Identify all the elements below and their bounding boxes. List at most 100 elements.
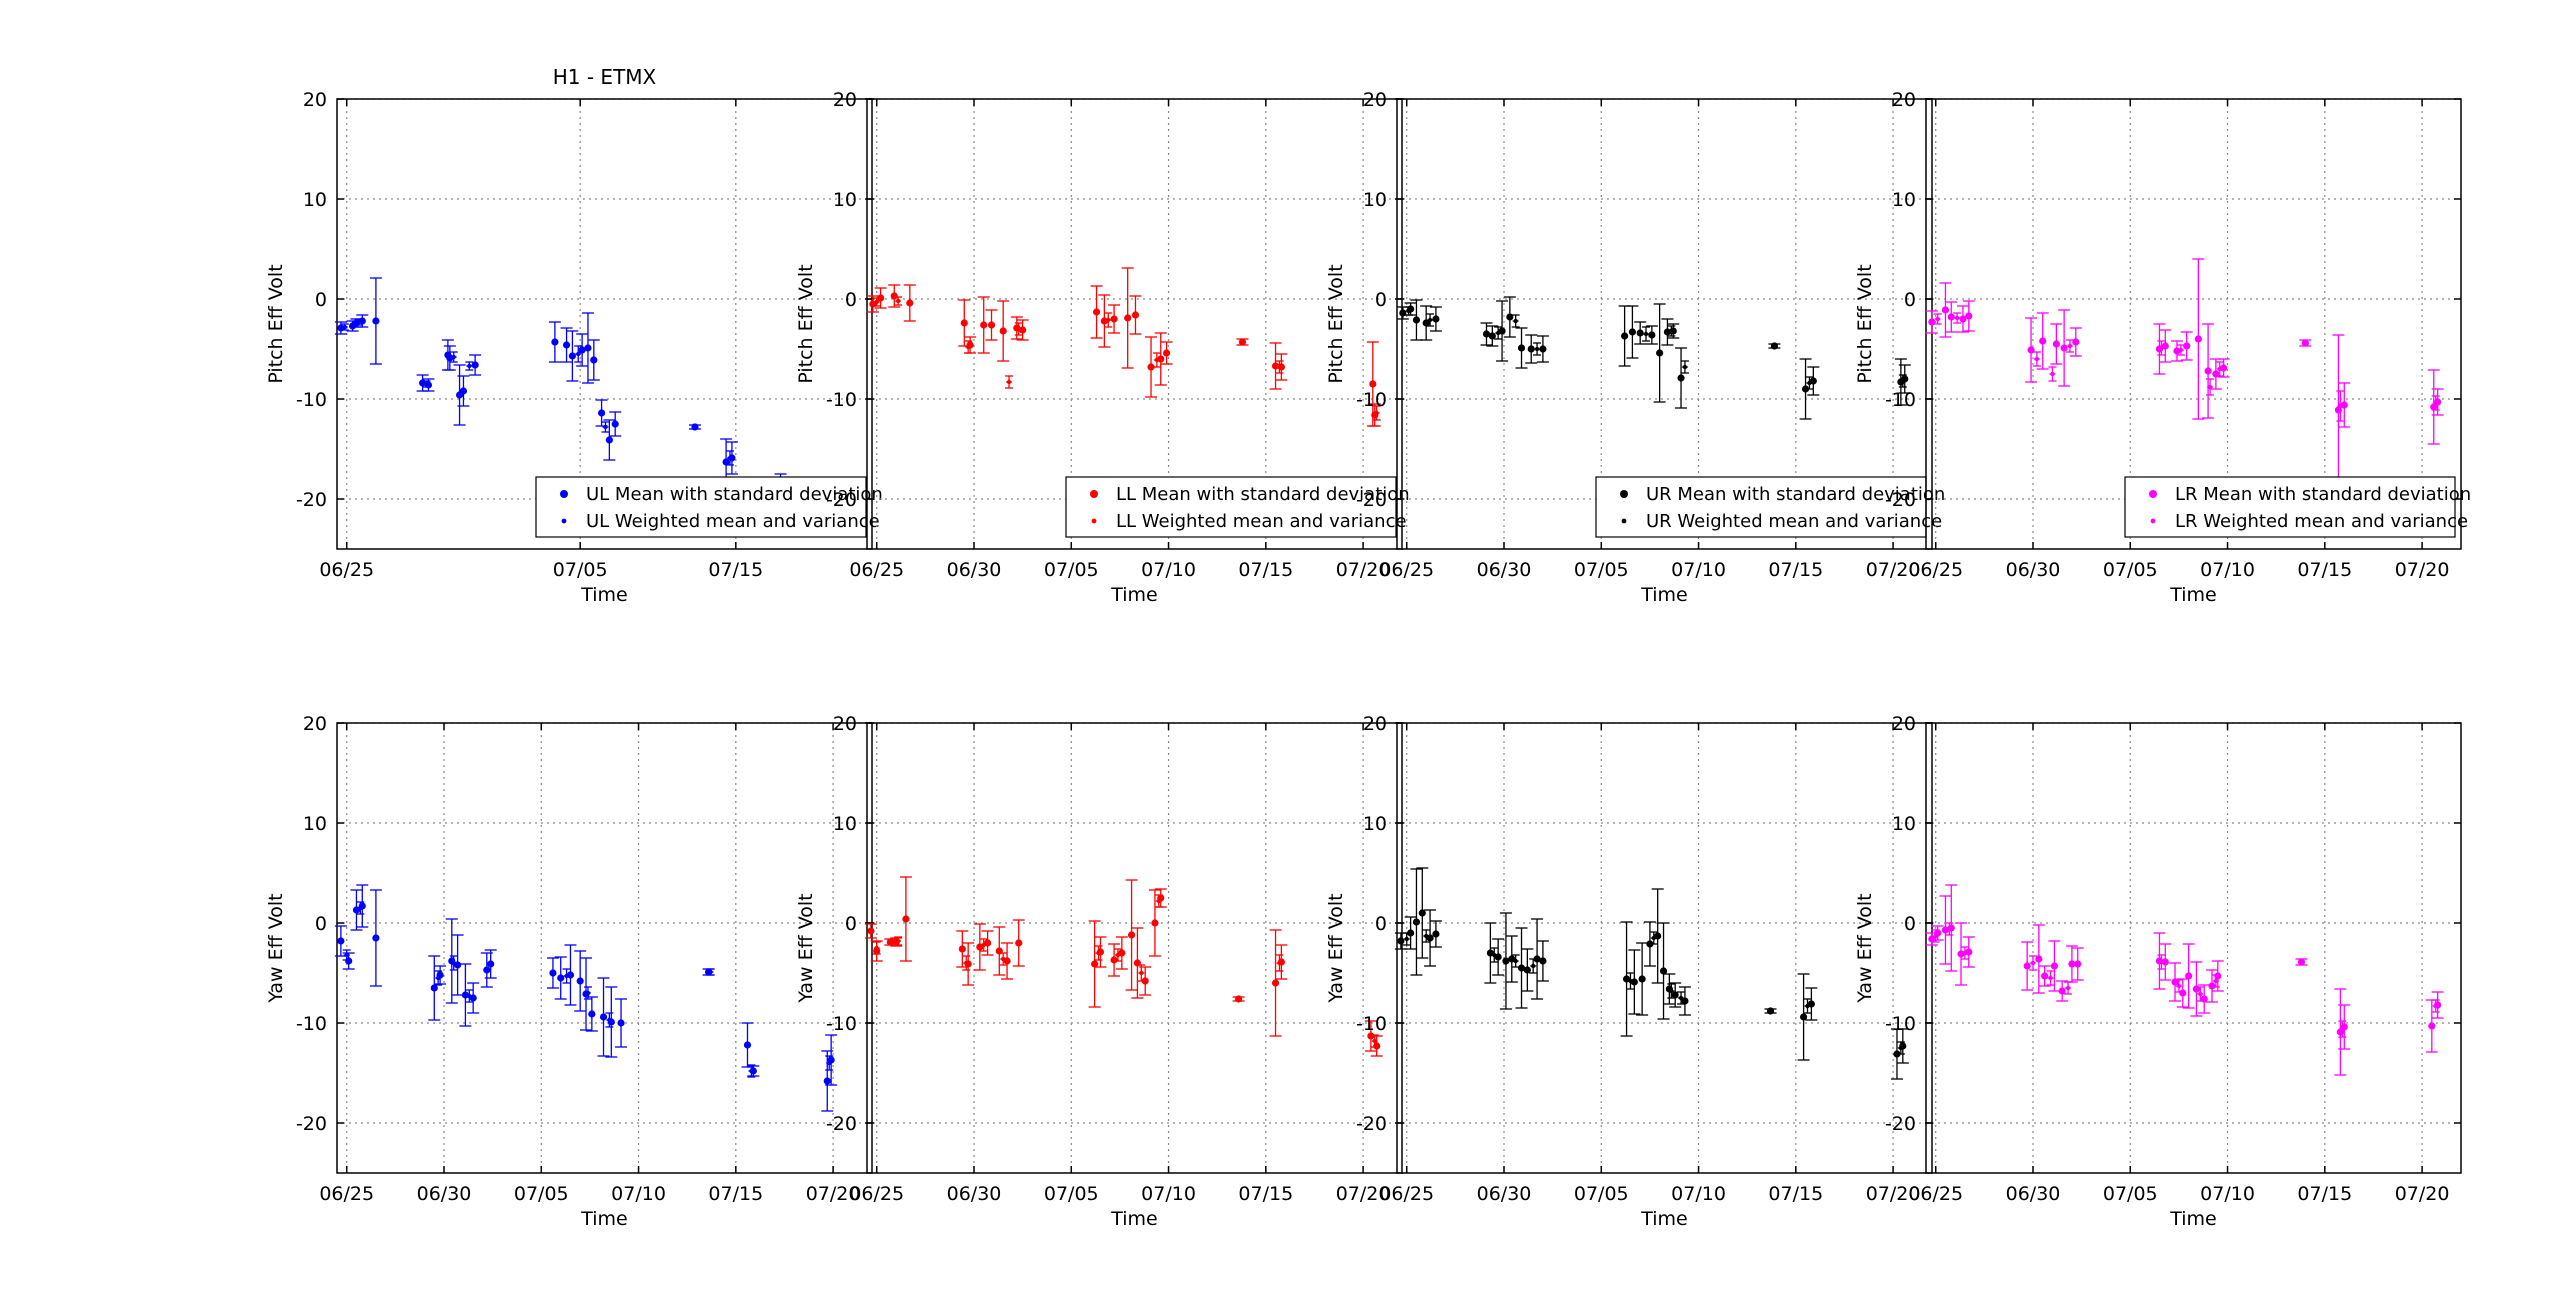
data-point-mean (1506, 313, 1514, 321)
data-point-mean (551, 338, 559, 346)
x-axis-label: Time (580, 1208, 628, 1230)
y-axis-label: Yaw Eff Volt (1854, 893, 1876, 1003)
x-tick-label: 07/20 (1866, 1183, 1921, 1205)
y-tick-label: 0 (1375, 289, 1387, 311)
legend-label: UR Weighted mean and variance (1646, 511, 1942, 532)
data-point-mean (2035, 955, 2043, 963)
data-point-mean (2220, 364, 2228, 372)
legend-marker-weighted (2150, 518, 2156, 524)
y-tick-label: 20 (1892, 713, 1916, 735)
axes-box (1396, 722, 1933, 1174)
y-tick-label: -10 (826, 1013, 857, 1035)
data-point-mean (1488, 332, 1496, 340)
data-point-mean (958, 945, 966, 953)
y-tick-label: 0 (1904, 289, 1916, 311)
y-tick-label: 10 (1892, 813, 1916, 835)
data-point-mean (430, 984, 438, 992)
data-point-mean (1539, 345, 1547, 353)
legend-marker-weighted (1091, 518, 1097, 524)
data-point-mean (1397, 937, 1405, 945)
y-tick-label: -20 (1885, 1113, 1916, 1135)
x-tick-label: 07/15 (2297, 1183, 2352, 1205)
data-point-mean (1482, 330, 1491, 338)
series-mean (1394, 867, 1909, 1080)
data-point-mean (1517, 344, 1526, 352)
axes-box (336, 98, 873, 550)
legend-box (1595, 476, 1927, 538)
data-point-mean (1092, 308, 1101, 316)
x-tick-label: 06/25 (849, 1183, 904, 1205)
axes-box (1925, 98, 2462, 550)
data-point-mean (960, 319, 968, 327)
y-tick-label: -20 (296, 1113, 327, 1135)
data-point-mean (1502, 957, 1510, 965)
data-point-mean (1432, 315, 1440, 323)
y-axis-label: Pitch Eff Volt (795, 264, 817, 383)
x-tick-label: 07/10 (2200, 559, 2255, 581)
data-point-mean (372, 934, 380, 942)
data-point-mean (1638, 975, 1646, 983)
data-point-mean (1766, 1007, 1775, 1015)
data-point-mean (867, 927, 875, 935)
data-point-mean (1527, 345, 1535, 353)
data-point-mean (2179, 989, 2187, 997)
series-weighted (1404, 306, 1907, 390)
x-tick-label: 07/20 (806, 1183, 861, 1205)
y-tick-label: 0 (845, 913, 857, 935)
x-tick-label: 07/05 (1574, 1183, 1629, 1205)
data-point-mean (487, 960, 495, 968)
y-tick-label: 20 (833, 89, 857, 111)
y-tick-label: 10 (833, 189, 857, 211)
data-point-mean (549, 969, 557, 977)
x-tick-label: 07/20 (2395, 1183, 2450, 1205)
data-point-mean (578, 346, 586, 354)
data-point-mean (483, 966, 491, 974)
x-tick-label: 06/25 (849, 559, 904, 581)
x-axis-label: Time (2169, 1208, 2217, 1230)
data-point-mean (1238, 338, 1247, 346)
data-point-mean (1110, 315, 1118, 323)
data-point-mean (2068, 960, 2076, 968)
data-point-mean (1957, 950, 1965, 958)
data-point-mean (2185, 972, 2193, 980)
panel-LR-yaw: -20 -10 0 10 20 06/25 06/30 07/05 07/10 07/15 07/2… (1854, 713, 2462, 1230)
y-tick-label: -20 (1356, 489, 1387, 511)
axes-box (1925, 722, 2462, 1174)
data-point-mean (1621, 332, 1629, 340)
x-tick-label: 07/15 (1768, 1183, 1823, 1205)
data-point-mean (906, 299, 914, 307)
x-tick-label: 06/25 (319, 559, 374, 581)
x-tick-label: 06/30 (2006, 559, 2061, 581)
x-tick-label: 06/30 (2006, 1183, 2061, 1205)
data-point-mean (1271, 362, 1280, 370)
legend-marker-mean (2149, 490, 2157, 498)
legend: UL Mean with standard deviation UL Weight… (535, 476, 883, 538)
legend-marker-mean (1090, 490, 1098, 498)
x-tick-label: 06/25 (1908, 1183, 1963, 1205)
data-point-mean (1928, 935, 1936, 943)
data-point-mean (2208, 982, 2216, 990)
data-point-mean (1941, 926, 1950, 934)
y-tick-label: -10 (1356, 1013, 1387, 1035)
x-tick-label: 06/30 (1477, 1183, 1532, 1205)
x-tick-label: 06/30 (947, 1183, 1002, 1205)
x-tick-label: 06/25 (1908, 559, 1963, 581)
data-point-mean (1523, 966, 1531, 974)
x-tick-label: 07/15 (708, 559, 763, 581)
data-point-mean (1271, 979, 1280, 987)
data-point-mean (1091, 960, 1099, 968)
series-weighted (1933, 312, 2440, 422)
data-point-mean (566, 971, 575, 979)
y-tick-label: 10 (833, 813, 857, 835)
panel-LL-pitch: -20 -10 0 10 20 06/25 06/30 07/05 07/10 07/15 07/2… (795, 89, 1410, 606)
data-point-mean (588, 1010, 596, 1018)
y-tick-label: -10 (1356, 389, 1387, 411)
data-point-mean (1671, 991, 1679, 999)
legend-label: LR Mean with standard deviation (2175, 484, 2471, 505)
x-tick-label: 07/05 (2103, 1183, 2158, 1205)
data-point-mean (1151, 919, 1159, 927)
data-point-mean (562, 341, 571, 349)
data-point-mean (1015, 939, 1023, 947)
x-tick-label: 07/05 (1044, 1183, 1099, 1205)
